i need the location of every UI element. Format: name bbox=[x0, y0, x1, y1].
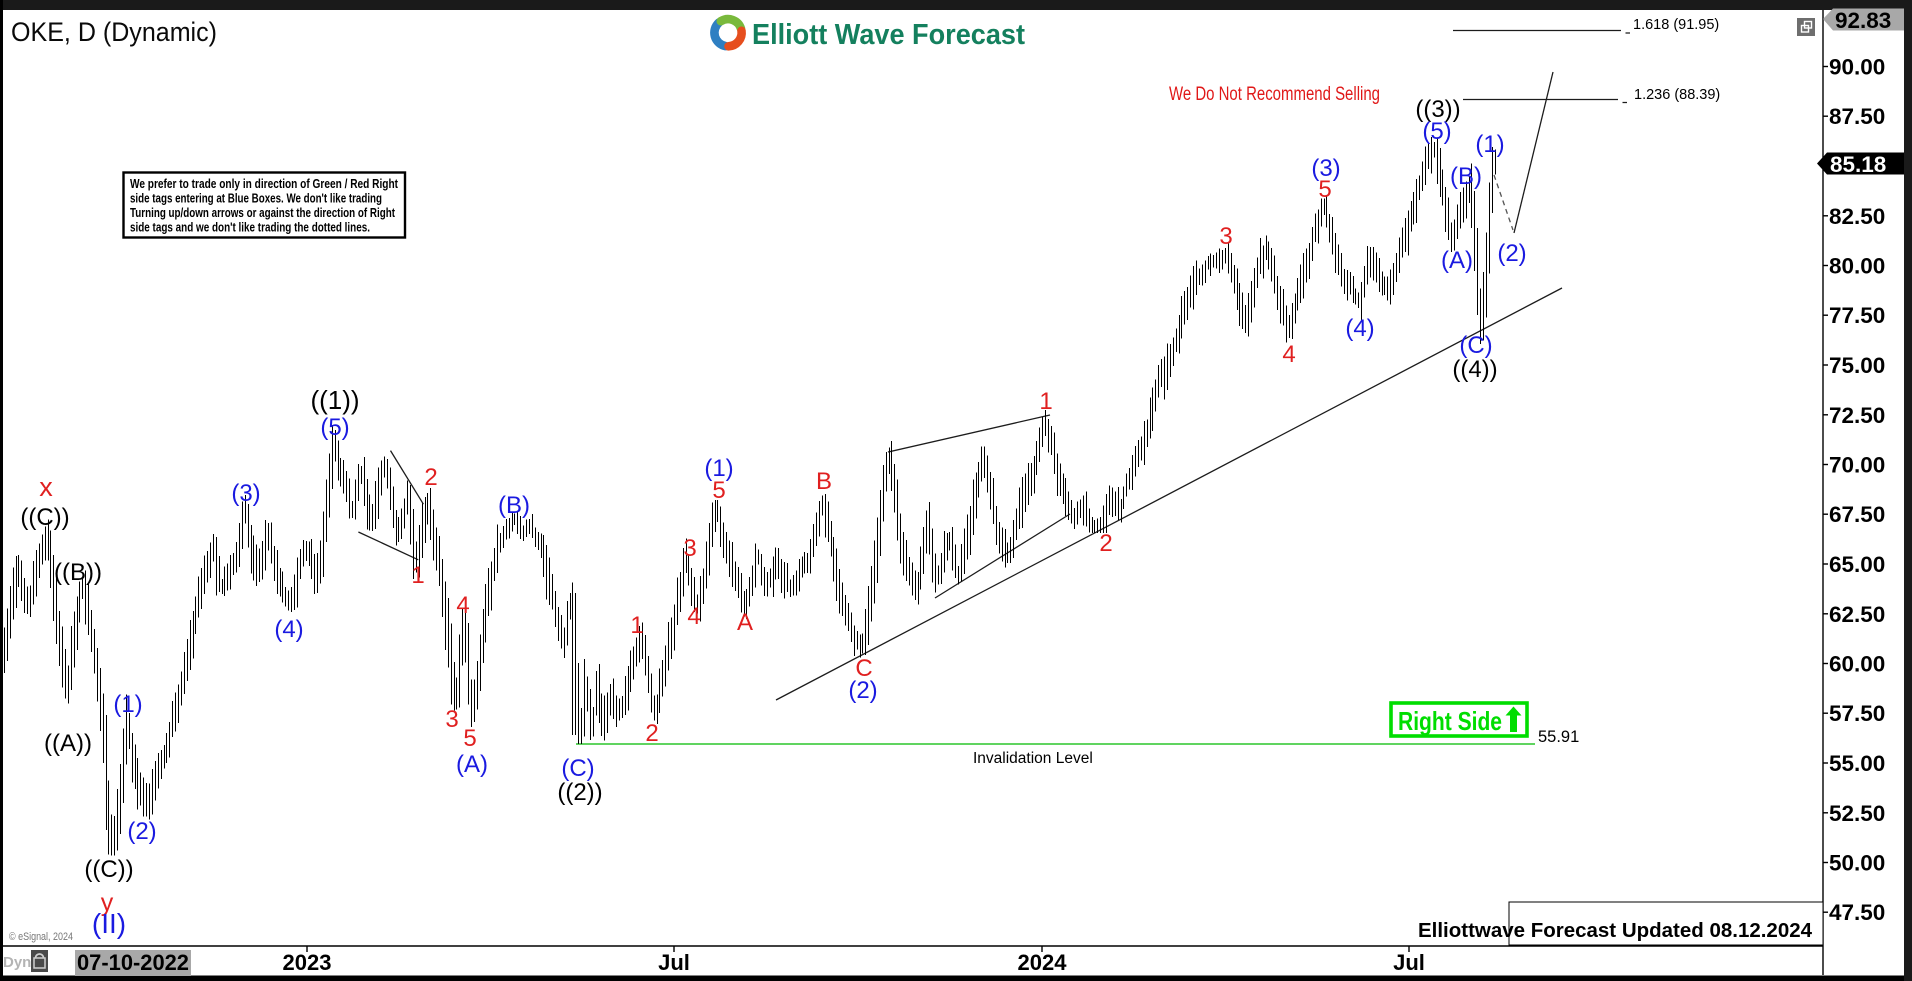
svg-text:(4): (4) bbox=[1345, 315, 1374, 342]
svg-text:47.50: 47.50 bbox=[1829, 900, 1885, 925]
svg-text:3: 3 bbox=[445, 706, 458, 733]
svg-text:((C)): ((C)) bbox=[84, 856, 133, 883]
svg-text:side tags entering at Blue Box: side tags entering at Blue Boxes. We don… bbox=[130, 192, 382, 206]
svg-text:(II): (II) bbox=[92, 908, 126, 939]
svg-text:1.236 (88.39): 1.236 (88.39) bbox=[1634, 87, 1720, 103]
svg-text:Jul: Jul bbox=[658, 950, 690, 975]
svg-text:(1): (1) bbox=[1475, 131, 1504, 158]
svg-text:52.50: 52.50 bbox=[1829, 801, 1885, 826]
svg-text:We Do Not Recommend Selling: We Do Not Recommend Selling bbox=[1169, 84, 1380, 105]
svg-text:x: x bbox=[39, 472, 53, 502]
svg-text:(2): (2) bbox=[1497, 240, 1526, 267]
svg-text:y: y bbox=[101, 889, 114, 917]
svg-text:(5): (5) bbox=[1422, 118, 1451, 145]
svg-text:((2)): ((2)) bbox=[557, 779, 602, 806]
svg-text:B: B bbox=[816, 468, 832, 495]
svg-text:We prefer to trade only in dir: We prefer to trade only in direction of … bbox=[130, 177, 399, 191]
svg-text:2: 2 bbox=[424, 464, 437, 491]
svg-text:(5): (5) bbox=[320, 414, 349, 441]
svg-text:(3): (3) bbox=[231, 480, 260, 507]
svg-text:55.91: 55.91 bbox=[1538, 728, 1579, 746]
svg-text:(B): (B) bbox=[1450, 163, 1482, 190]
svg-text:92.83: 92.83 bbox=[1835, 8, 1891, 33]
svg-text:Turning up/down arrows or agai: Turning up/down arrows or against the di… bbox=[130, 206, 396, 220]
svg-text:55.00: 55.00 bbox=[1829, 751, 1885, 776]
svg-text:5: 5 bbox=[1318, 176, 1331, 203]
svg-text:87.50: 87.50 bbox=[1829, 104, 1885, 129]
svg-text:5: 5 bbox=[463, 725, 476, 752]
svg-text:07-10-2022: 07-10-2022 bbox=[77, 950, 189, 975]
svg-text:3: 3 bbox=[683, 535, 696, 562]
svg-text:2: 2 bbox=[645, 720, 658, 747]
svg-text:(1): (1) bbox=[113, 691, 142, 718]
svg-text:1: 1 bbox=[630, 612, 643, 639]
svg-text:C: C bbox=[855, 655, 872, 682]
svg-text:2: 2 bbox=[1099, 530, 1112, 557]
svg-text:70.00: 70.00 bbox=[1829, 453, 1885, 478]
svg-text:82.50: 82.50 bbox=[1829, 204, 1885, 229]
svg-text:Right Side: Right Side bbox=[1398, 706, 1502, 736]
svg-text:3: 3 bbox=[1219, 223, 1232, 250]
svg-text:1: 1 bbox=[1039, 388, 1052, 415]
svg-text:4: 4 bbox=[1282, 341, 1295, 368]
svg-text:85.18: 85.18 bbox=[1830, 152, 1886, 177]
svg-text:(C): (C) bbox=[561, 755, 594, 782]
svg-text:(1): (1) bbox=[704, 455, 733, 482]
svg-text:5: 5 bbox=[712, 477, 725, 504]
svg-text:2024: 2024 bbox=[1018, 950, 1068, 975]
svg-text:57.50: 57.50 bbox=[1829, 701, 1885, 726]
svg-text:(4): (4) bbox=[274, 616, 303, 643]
svg-text:OKE, D (Dynamic): OKE, D (Dynamic) bbox=[11, 17, 217, 47]
svg-text:© eSignal, 2024: © eSignal, 2024 bbox=[9, 931, 73, 943]
svg-text:((3)): ((3)) bbox=[1415, 96, 1460, 123]
svg-text:((C)): ((C)) bbox=[20, 504, 69, 531]
svg-text:A: A bbox=[737, 609, 753, 636]
svg-text:Dyn: Dyn bbox=[3, 954, 31, 971]
svg-text:Elliottwave Forecast Updated 0: Elliottwave Forecast Updated 08.12.2024 bbox=[1418, 920, 1813, 942]
svg-text:Jul: Jul bbox=[1393, 950, 1425, 975]
svg-text:65.00: 65.00 bbox=[1829, 552, 1885, 577]
svg-text:72.50: 72.50 bbox=[1829, 403, 1885, 428]
svg-text:1: 1 bbox=[411, 562, 424, 589]
svg-text:62.50: 62.50 bbox=[1829, 602, 1885, 627]
svg-text:((B)): ((B)) bbox=[54, 559, 102, 586]
svg-text:(2): (2) bbox=[127, 818, 156, 845]
svg-text:(A): (A) bbox=[456, 751, 488, 778]
svg-text:77.50: 77.50 bbox=[1829, 303, 1885, 328]
svg-text:90.00: 90.00 bbox=[1829, 55, 1885, 80]
svg-text:1.618 (91.95): 1.618 (91.95) bbox=[1633, 17, 1719, 33]
svg-text:Elliott Wave Forecast: Elliott Wave Forecast bbox=[752, 19, 1025, 51]
svg-text:(C): (C) bbox=[1459, 332, 1492, 359]
svg-text:67.50: 67.50 bbox=[1829, 502, 1885, 527]
svg-text:(3): (3) bbox=[1311, 155, 1340, 182]
svg-text:((A)): ((A)) bbox=[44, 730, 92, 757]
svg-text:60.00: 60.00 bbox=[1829, 652, 1885, 677]
svg-text:50.00: 50.00 bbox=[1829, 851, 1885, 876]
svg-text:((1)): ((1)) bbox=[310, 385, 359, 415]
svg-text:(B): (B) bbox=[498, 492, 530, 519]
svg-text:75.00: 75.00 bbox=[1829, 353, 1885, 378]
svg-text:Invalidation Level: Invalidation Level bbox=[973, 750, 1093, 767]
svg-text:2023: 2023 bbox=[283, 950, 332, 975]
svg-text:(A): (A) bbox=[1441, 247, 1473, 274]
svg-text:(2): (2) bbox=[848, 677, 877, 704]
svg-text:side tags and we don't like tr: side tags and we don't like trading the … bbox=[130, 221, 370, 235]
svg-text:80.00: 80.00 bbox=[1829, 254, 1885, 279]
svg-text:4: 4 bbox=[687, 603, 700, 630]
svg-text:4: 4 bbox=[456, 592, 469, 619]
svg-text:((4)): ((4)) bbox=[1452, 356, 1497, 383]
